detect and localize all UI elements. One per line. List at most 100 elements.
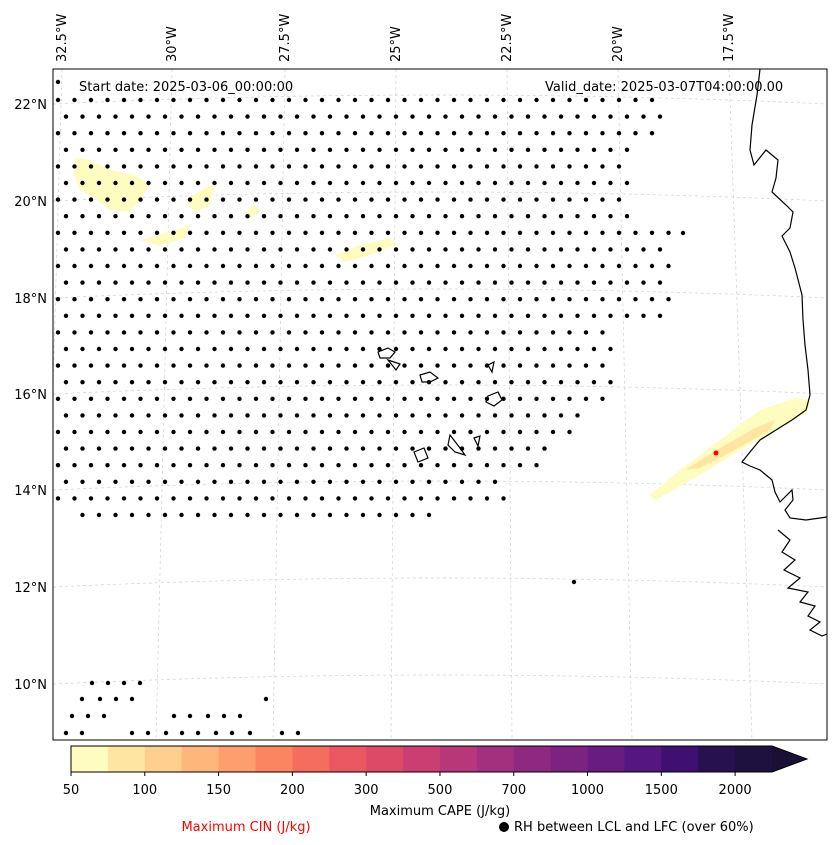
rh-dot <box>616 197 622 202</box>
rh-dot <box>583 263 589 269</box>
rh-dot <box>113 114 118 119</box>
rh-dot <box>253 330 259 335</box>
rh-dot <box>517 131 523 136</box>
rh-dot <box>641 114 646 119</box>
rh-dot <box>575 313 580 318</box>
rh-dot <box>385 164 391 169</box>
rh-dot <box>385 230 391 235</box>
rh-dot <box>105 330 110 335</box>
rh-dot <box>179 380 184 385</box>
rh-dot <box>525 280 531 285</box>
cape-verde-island-1 <box>377 347 396 359</box>
rh-dot <box>327 147 333 152</box>
rh-dot <box>517 463 523 468</box>
rh-dot <box>294 214 300 219</box>
rh-dot <box>319 164 325 169</box>
rh-dot <box>459 380 465 385</box>
rh-dot <box>195 114 201 119</box>
rh-dot <box>649 263 655 269</box>
rh-dot <box>435 164 440 169</box>
rh-dot <box>393 512 399 518</box>
rh-dot <box>171 164 176 169</box>
rh-dot <box>608 313 613 318</box>
rh-dot <box>154 429 160 435</box>
rh-dot <box>261 214 267 219</box>
rh-dot <box>443 313 448 318</box>
rh-dot <box>680 230 686 236</box>
rh-dot <box>220 330 226 335</box>
rh-dot <box>72 496 77 501</box>
rh-dot <box>451 496 457 501</box>
rh-dot <box>492 280 498 285</box>
rh-dot <box>55 131 61 136</box>
rh-dot <box>294 180 300 186</box>
rh-dot <box>542 380 547 385</box>
rh-dot <box>319 429 325 435</box>
rh-dot <box>105 97 110 103</box>
rh-dot <box>270 363 275 368</box>
rh-dot <box>534 197 539 202</box>
rh-dot <box>459 479 465 484</box>
rh-dot <box>261 313 267 318</box>
valid-date-label: Valid_date: 2025-03-07T04:00:00.00 <box>545 80 783 95</box>
rh-dot <box>319 230 325 235</box>
rh-dot <box>501 197 506 202</box>
rh-dot <box>253 297 259 302</box>
rh-dot <box>80 280 85 285</box>
rh-dot <box>426 180 432 186</box>
rh-dot <box>567 131 572 136</box>
rh-dot <box>228 413 234 418</box>
rh-dot <box>567 396 572 401</box>
rh-dot <box>369 197 374 202</box>
rh-dot <box>402 263 407 269</box>
rh-dot <box>418 496 424 501</box>
colorbar-tick-label: 100 <box>132 783 157 798</box>
rh-dot <box>253 363 259 368</box>
rh-dot <box>121 131 127 136</box>
rh-dot <box>105 429 110 435</box>
rh-dot <box>393 114 399 119</box>
rh-dot <box>550 363 556 368</box>
rh-dot <box>575 247 580 252</box>
rh-dot <box>360 479 366 484</box>
rh-dot <box>509 114 514 119</box>
rh-dot <box>426 214 432 219</box>
rh-dot <box>72 131 77 136</box>
rh-dot <box>509 413 514 418</box>
rh-dot <box>294 313 300 318</box>
latitude-label: 18°N <box>14 292 47 307</box>
rh-dot <box>649 297 655 302</box>
rh-dot <box>435 131 440 136</box>
rh-dot <box>418 230 424 235</box>
rh-dot <box>344 446 349 451</box>
rh-dot <box>484 197 490 202</box>
rh-dot <box>228 280 234 285</box>
rh-dot <box>187 429 193 435</box>
rh-dot <box>245 114 250 119</box>
rh-dot <box>459 214 465 219</box>
rh-dot <box>327 446 333 451</box>
rh-dot <box>377 380 382 385</box>
rh-dot <box>550 164 556 169</box>
rh-dot <box>146 313 151 318</box>
rh-dot <box>525 114 531 119</box>
rh-dot <box>220 396 226 401</box>
rh-dot <box>459 247 465 252</box>
rh-dot <box>253 263 259 269</box>
rh-dot <box>220 97 226 103</box>
rh-dot <box>113 512 118 518</box>
rh-dot <box>525 214 531 219</box>
rh-dot <box>385 197 391 202</box>
rh-dot <box>558 214 564 219</box>
rh-dot <box>649 230 655 235</box>
rh-dot <box>270 297 275 302</box>
rh-dot <box>492 180 498 186</box>
rh-dot <box>294 446 300 451</box>
cape-verde-island-2 <box>386 358 401 372</box>
rh-dot <box>286 429 292 435</box>
rh-dot <box>402 230 407 235</box>
rh-dot <box>286 230 292 235</box>
rh-dot <box>80 380 85 385</box>
rh-dot <box>237 97 242 103</box>
rh-dot <box>484 297 490 302</box>
